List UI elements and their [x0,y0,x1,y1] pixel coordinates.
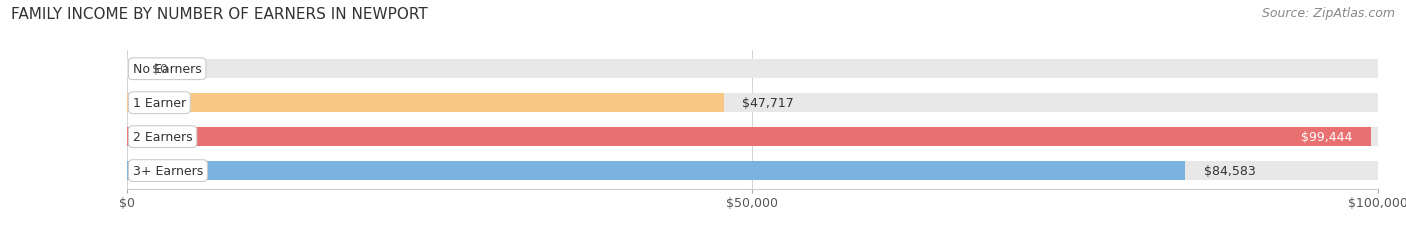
Bar [127,161,1185,180]
Bar [127,128,1378,146]
Text: 2 Earners: 2 Earners [132,131,193,143]
Text: $47,717: $47,717 [742,97,794,110]
Text: $99,444: $99,444 [1301,131,1353,143]
Bar [127,128,1371,146]
Bar [127,60,1378,79]
Text: Source: ZipAtlas.com: Source: ZipAtlas.com [1261,7,1395,20]
Bar [127,94,724,112]
Text: $0: $0 [152,63,167,76]
Text: No Earners: No Earners [132,63,201,76]
Text: $84,583: $84,583 [1204,164,1256,177]
Bar [127,94,1378,112]
Text: FAMILY INCOME BY NUMBER OF EARNERS IN NEWPORT: FAMILY INCOME BY NUMBER OF EARNERS IN NE… [11,7,427,22]
Text: 1 Earner: 1 Earner [132,97,186,110]
Bar [127,161,1378,180]
Text: 3+ Earners: 3+ Earners [132,164,202,177]
